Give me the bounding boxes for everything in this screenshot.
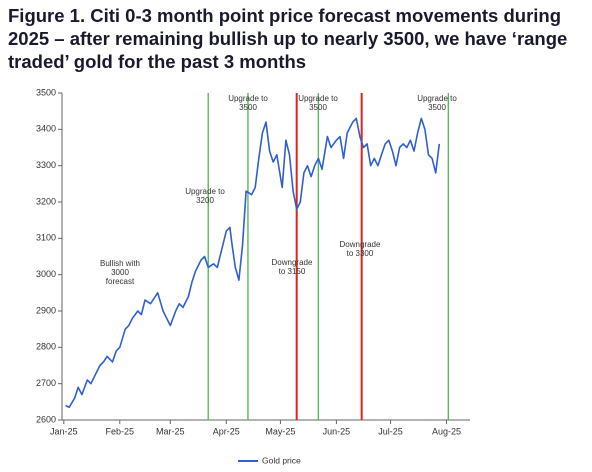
- annotation: 3200: [196, 196, 214, 205]
- chart-title: Figure 1. Citi 0-3 month point price for…: [8, 5, 568, 72]
- annotation: Downgrade: [340, 240, 381, 249]
- annotation: 3500: [309, 103, 327, 112]
- y-tick-label: 2600: [36, 414, 56, 424]
- price-line: [65, 117, 441, 409]
- x-tick-label: Apr-25: [213, 426, 240, 436]
- y-tick-label: 3200: [36, 196, 56, 206]
- annotation: 3000: [111, 268, 129, 277]
- x-tick-label: Jul-25: [378, 426, 403, 436]
- annotation: Upgrade to: [417, 94, 457, 103]
- x-tick-label: Feb-25: [106, 426, 135, 436]
- annotation: 3500: [428, 103, 446, 112]
- y-tick-label: 3500: [36, 87, 56, 97]
- annotation: Bullish with: [100, 259, 140, 268]
- x-tick-label: Jun-25: [323, 426, 351, 436]
- annotation: Upgrade to: [298, 94, 338, 103]
- x-tick-label: May-25: [265, 426, 295, 436]
- annotation: 3500: [239, 103, 257, 112]
- annotation: Upgrade to: [228, 94, 268, 103]
- annotation: to 3150: [279, 267, 306, 276]
- annotation: Upgrade to: [185, 187, 225, 196]
- x-tick-label: Jan-25: [50, 426, 78, 436]
- y-tick-label: 3400: [36, 124, 56, 134]
- annotation: to 3300: [347, 249, 374, 258]
- y-tick-label: 3300: [36, 160, 56, 170]
- y-tick-label: 3000: [36, 269, 56, 279]
- annotation: Downgrade: [272, 258, 313, 267]
- annotation: forecast: [106, 277, 135, 286]
- legend-label: Gold price: [262, 455, 301, 465]
- y-tick-label: 2900: [36, 305, 56, 315]
- y-tick-label: 2700: [36, 378, 56, 388]
- x-tick-label: Aug-25: [432, 426, 461, 436]
- y-tick-label: 3100: [36, 233, 56, 243]
- y-tick-label: 2800: [36, 342, 56, 352]
- x-tick-label: Mar-25: [156, 426, 185, 436]
